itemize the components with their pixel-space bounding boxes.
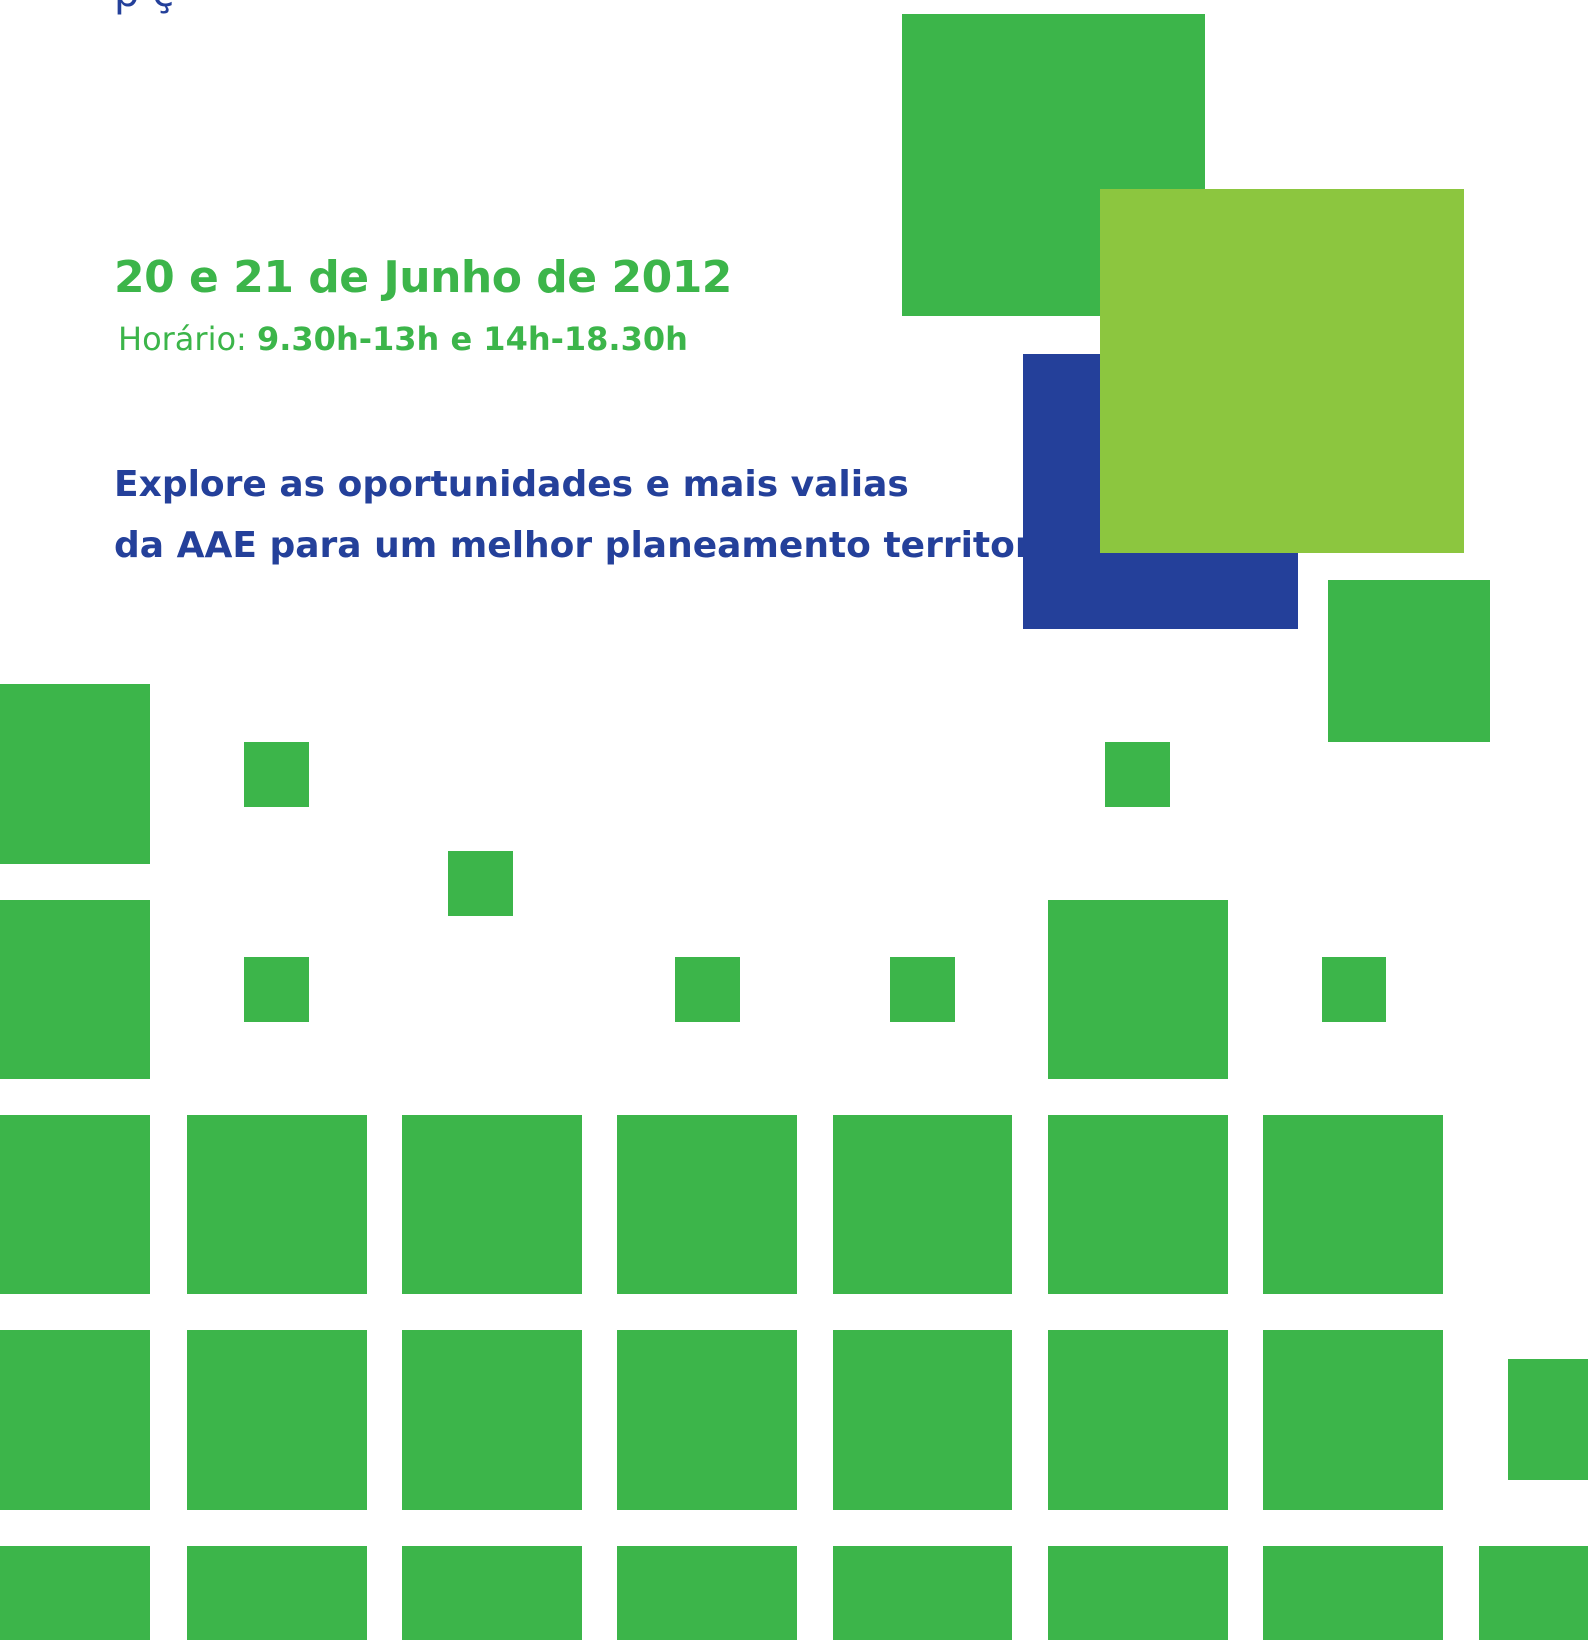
grid-square [1047, 1329, 1228, 1510]
grid-square [832, 1546, 1013, 1640]
grid-square [1263, 1329, 1443, 1510]
grid-square [0, 1329, 151, 1510]
small-green-square [448, 851, 513, 917]
grid-square [617, 1546, 798, 1640]
grid-square [0, 1114, 151, 1295]
grid-square [187, 1546, 367, 1640]
light-green-square [1100, 189, 1464, 553]
grid-square [402, 1114, 582, 1295]
grid-square [187, 1329, 367, 1510]
small-green-square [674, 956, 740, 1022]
grid-square [0, 1546, 151, 1640]
grid-square [402, 1546, 582, 1640]
green-square [1327, 579, 1490, 742]
small-green-square [890, 956, 955, 1022]
green-square [0, 899, 151, 1080]
grid-square [1047, 1114, 1228, 1295]
tagline-line-2: da AAE para um melhor planeamento territ… [114, 525, 1099, 566]
grid-square [832, 1114, 1013, 1295]
grid-square [187, 1114, 367, 1295]
tagline: Explore as oportunidades e mais valias d… [114, 454, 1098, 576]
small-green-square [244, 741, 310, 807]
schedule-label: Horário: [118, 320, 247, 358]
small-green-square [1321, 956, 1387, 1022]
green-square [1479, 1546, 1588, 1640]
cut-off-header-text: p ç [114, 0, 174, 16]
grid-square [402, 1329, 582, 1510]
grid-square [832, 1329, 1013, 1510]
grid-square [1263, 1114, 1443, 1295]
small-green-square [1105, 741, 1171, 807]
grid-square [1263, 1546, 1443, 1640]
green-square [1507, 1359, 1588, 1481]
tagline-line-1: Explore as oportunidades e mais valias [114, 464, 909, 505]
event-date: 20 e 21 de Junho de 2012 [114, 252, 732, 303]
event-schedule: Horário: 9.30h-13h e 14h-18.30h [118, 320, 688, 358]
grid-square [1047, 1546, 1228, 1640]
grid-square [617, 1329, 798, 1510]
schedule-time: 9.30h-13h e 14h-18.30h [256, 320, 688, 358]
green-square [1047, 899, 1228, 1080]
green-square [0, 684, 151, 864]
grid-square [617, 1114, 798, 1295]
small-green-square [244, 956, 310, 1022]
